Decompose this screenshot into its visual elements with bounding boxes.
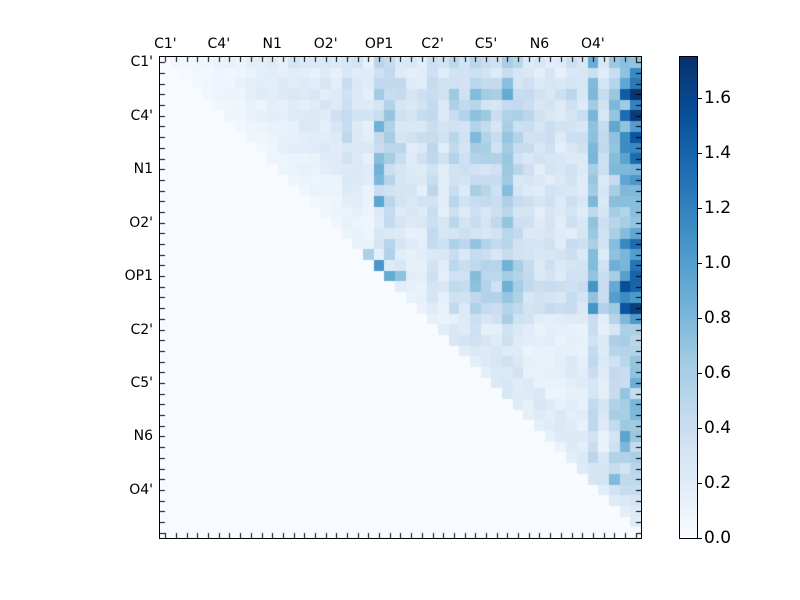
colorbar-tick-label: 1.0 [704, 253, 732, 274]
colorbar-tick [698, 373, 702, 374]
y-tick-label: C1' [130, 54, 153, 71]
colorbar-tick-label: 1.4 [704, 143, 732, 164]
y-tick-label: C4' [130, 107, 153, 124]
x-tick-label: C4' [207, 36, 231, 52]
x-tick-label: N6 [529, 36, 550, 52]
heatmap-plot-area [159, 56, 642, 539]
colorbar-tick-label: 1.2 [704, 198, 732, 219]
colorbar-tick-label: 0.8 [704, 308, 732, 329]
colorbar-tick [698, 318, 702, 319]
x-tick-label: O2' [313, 36, 338, 52]
y-tick-label: N1 [133, 161, 153, 178]
y-tick-label: C2' [130, 321, 153, 338]
colorbar-tick [698, 428, 702, 429]
colorbar-gradient [680, 57, 697, 538]
x-tick-label: C1' [154, 36, 177, 52]
colorbar-tick [698, 263, 702, 264]
colorbar-tick [698, 538, 702, 539]
y-tick-label: C5' [130, 375, 153, 391]
x-tick-label: C2' [421, 36, 444, 52]
colorbar-tick-label: 1.6 [704, 88, 732, 109]
y-tick-label: O4' [129, 481, 153, 498]
y-tick-label: OP1 [124, 268, 153, 285]
colorbar-tick [698, 483, 702, 484]
colorbar-tick-label: 0.2 [704, 473, 732, 494]
colorbar-tick-label: 0.0 [704, 528, 732, 548]
x-tick-label: O4' [581, 36, 605, 52]
colorbar-tick [698, 208, 702, 209]
colorbar-tick-label: 0.6 [704, 363, 732, 384]
x-tick-label: OP1 [364, 36, 394, 52]
colorbar-tick [698, 153, 702, 154]
x-tick-label: C5' [474, 36, 498, 52]
colorbar [679, 56, 698, 539]
y-tick-label: N6 [133, 428, 153, 445]
colorbar-tick [698, 98, 702, 99]
x-tick-label: N1 [262, 36, 282, 52]
y-tick-label: O2' [129, 214, 153, 231]
heatmap-canvas [160, 57, 641, 538]
colorbar-tick-label: 0.4 [704, 418, 732, 439]
